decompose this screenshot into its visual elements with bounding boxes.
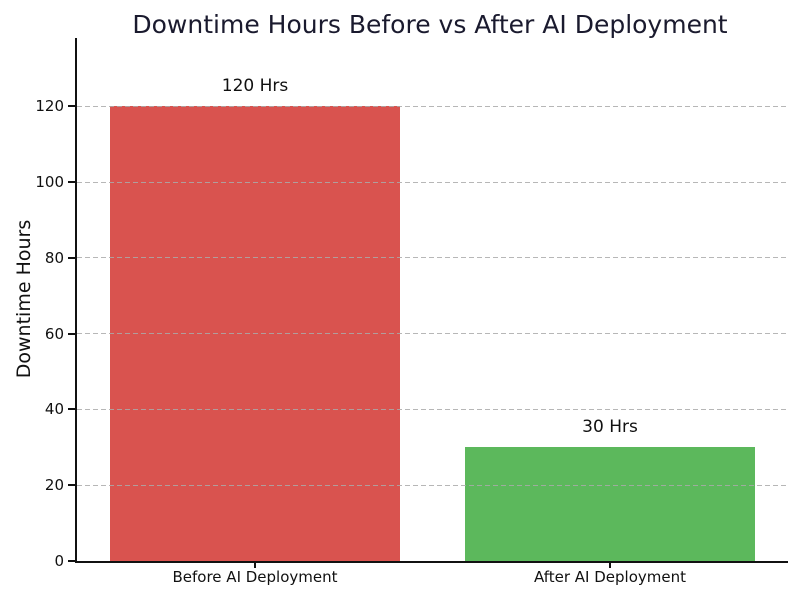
y-tick-label: 120 (35, 97, 64, 116)
y-tick-mark (68, 181, 75, 183)
y-tick-mark (68, 105, 75, 108)
y-tick-label: 20 (44, 476, 64, 495)
y-tick-label: 100 (35, 173, 64, 191)
plot-area (75, 38, 788, 563)
y-tick-label: 60 (44, 324, 64, 343)
gridline-y-60 (77, 333, 788, 335)
x-tick-mark (609, 563, 611, 568)
y-tick-label: 80 (44, 248, 64, 267)
bar-value-label: 120 Hrs (221, 76, 289, 97)
chart-title: Downtime Hours Before vs After AI Deploy… (132, 10, 728, 39)
y-tick-mark (68, 484, 75, 487)
bar-value-label: 30 Hrs (582, 417, 638, 438)
x-tick-mark (254, 563, 256, 568)
x-tick-label: After AI Deployment (534, 568, 686, 586)
gridline-y-40 (77, 408, 788, 410)
y-tick-label: 0 (54, 552, 64, 570)
gridline-y-80 (77, 257, 788, 259)
y-tick-mark (68, 256, 75, 259)
y-tick-mark (68, 408, 75, 411)
y-tick-mark (68, 332, 75, 335)
y-tick-label: 40 (44, 400, 64, 419)
bar-after (465, 447, 755, 561)
y-tick-mark (68, 560, 75, 562)
x-tick-label: Before AI Deployment (172, 568, 338, 586)
gridline-y-20 (77, 484, 788, 486)
gridline-y-100 (77, 181, 788, 183)
y-axis-label: Downtime Hours (13, 219, 35, 379)
gridline-y-120 (77, 105, 788, 107)
